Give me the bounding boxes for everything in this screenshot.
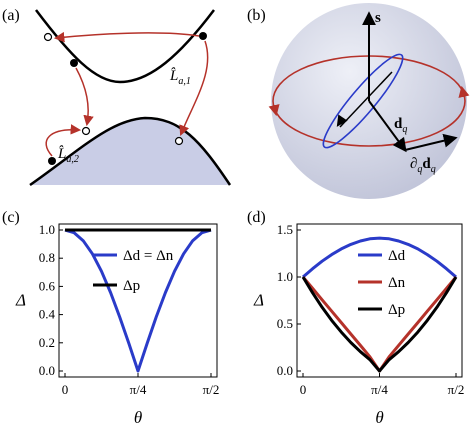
orbit-arrow-left	[268, 104, 280, 117]
series-line-0	[64, 228, 212, 373]
y-tick-label: 1.5	[277, 222, 293, 237]
vector-d-inner	[339, 71, 393, 128]
x-tick-label: 0	[62, 382, 69, 397]
arrow-top	[53, 31, 200, 43]
y-tick-label: 0.6	[39, 278, 56, 293]
x-tick-label: π/2	[448, 382, 465, 397]
x-tick-label: π/4	[130, 382, 147, 397]
state-dot-upper-inner	[70, 59, 78, 67]
y-tick-label: 0.5	[277, 316, 293, 331]
precession-orbit	[322, 53, 404, 149]
panel-b: s dq ∂qdq	[268, 3, 470, 199]
legend-label: Δd	[388, 248, 406, 264]
state-open-lower-right	[174, 136, 184, 146]
legend-label: Δn	[388, 275, 406, 291]
panel-label-c: (c)	[2, 209, 20, 226]
panel-label-a: (a)	[2, 7, 20, 24]
chart-c: 0.0 0.2 0.4 0.6 0.8 1.0 0 π/4 π/2 θ Δ Δd = Δn Δp	[15, 222, 219, 427]
state-open-lower-left	[81, 126, 91, 136]
panel-label-b: (b)	[247, 7, 266, 24]
series-line-0	[302, 236, 457, 279]
y-tick-label: 0.0	[277, 363, 293, 378]
chart-d: 0.0 0.5 1.0 1.5 0 π/4 π/2 θ Δ Δd Δn Δp	[253, 222, 464, 427]
x-axis-label: θ	[134, 408, 142, 427]
panel-a: L̂a,1 L̂a,2	[29, 9, 232, 187]
legend-label: Δd = Δn	[123, 248, 174, 264]
y-tick-label: 1.0	[39, 222, 55, 237]
derivative-label: ∂qdq	[410, 156, 436, 175]
x-tick-label: π/2	[203, 382, 220, 397]
panel-label-d: (d)	[247, 209, 266, 226]
y-tick-label: 0.2	[39, 335, 55, 350]
series-line-1	[301, 276, 458, 373]
arrow-middle	[75, 67, 94, 127]
operator-label-upper: L̂a,1	[169, 68, 191, 87]
x-tick-label: 0	[300, 382, 307, 397]
y-tick-label: 0.4	[39, 307, 56, 322]
operator-label-lower: L̂a,2	[57, 146, 79, 165]
y-tick-label: 0.0	[39, 363, 55, 378]
state-dot-upper-right	[199, 32, 207, 40]
legend-label: Δp	[388, 302, 405, 318]
arrow-lower-loop	[45, 124, 82, 157]
y-tick-label: 0.8	[39, 250, 55, 265]
vector-d	[368, 100, 407, 153]
state-open-upper-left	[43, 32, 53, 42]
x-axis-label: θ	[375, 408, 383, 427]
orbit-arrow-right	[458, 85, 470, 98]
lower-band-curve	[29, 116, 232, 187]
vector-d-label: dq	[394, 116, 407, 135]
precession-arrow	[336, 114, 348, 127]
upper-band-curve	[35, 9, 215, 84]
y-axis-label: Δ	[253, 291, 264, 310]
state-dot-lower-left	[48, 157, 56, 165]
y-axis-label: Δ	[15, 291, 26, 310]
arrow-right	[179, 40, 209, 136]
vector-s-label: s	[375, 10, 381, 26]
vector-dq	[404, 133, 458, 151]
series-line-2	[301, 276, 458, 373]
y-tick-label: 1.0	[277, 269, 293, 284]
x-tick-label: π/4	[371, 382, 388, 397]
legend-label: Δp	[123, 278, 140, 294]
plot-frame	[58, 223, 218, 378]
